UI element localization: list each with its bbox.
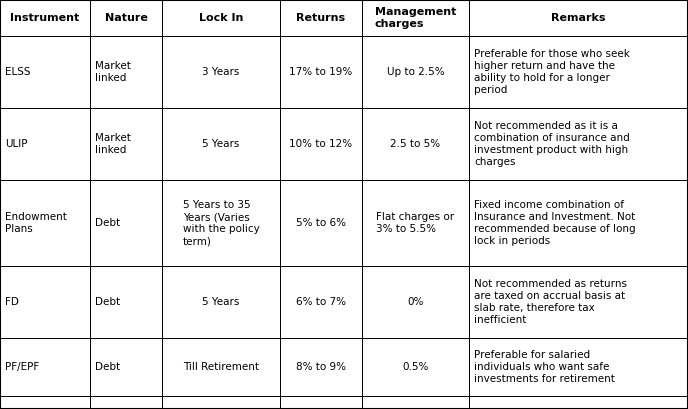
Text: ULIP: ULIP: [5, 139, 28, 149]
Bar: [162, 0, 280, 36]
Bar: [280, 180, 362, 266]
Text: Debt: Debt: [95, 297, 120, 307]
Bar: [280, 266, 362, 338]
Text: Remarks: Remarks: [551, 13, 605, 23]
Text: 0%: 0%: [407, 297, 424, 307]
Text: Preferable for those who seek
higher return and have the
ability to hold for a l: Preferable for those who seek higher ret…: [474, 49, 630, 95]
Text: Debt: Debt: [95, 218, 120, 228]
Text: Lock In: Lock In: [199, 13, 243, 23]
Bar: [0, 338, 90, 396]
Bar: [0, 266, 90, 338]
Text: 6% to 7%: 6% to 7%: [296, 297, 346, 307]
Bar: [0, 36, 90, 108]
Bar: [0, 396, 90, 409]
Bar: [469, 266, 688, 338]
Bar: [162, 36, 280, 108]
Bar: [162, 396, 280, 409]
Bar: [90, 338, 162, 396]
Text: Debt: Debt: [95, 362, 120, 372]
Bar: [280, 0, 362, 36]
Text: Instrument: Instrument: [10, 13, 80, 23]
Text: Returns: Returns: [297, 13, 345, 23]
Text: 10% to 12%: 10% to 12%: [290, 139, 352, 149]
Bar: [469, 338, 688, 396]
Text: Fixed income combination of
Insurance and Investment. Not
recommended because of: Fixed income combination of Insurance an…: [474, 200, 636, 246]
Text: Management
charges: Management charges: [375, 7, 456, 29]
Bar: [162, 266, 280, 338]
Text: 5 Years: 5 Years: [202, 297, 239, 307]
Bar: [90, 266, 162, 338]
Bar: [90, 0, 162, 36]
Bar: [90, 396, 162, 409]
Bar: [469, 36, 688, 108]
Text: Endowment
Plans: Endowment Plans: [5, 212, 67, 234]
Text: PF/EPF: PF/EPF: [5, 362, 39, 372]
Bar: [469, 396, 688, 409]
Bar: [0, 180, 90, 266]
Text: 0.5%: 0.5%: [402, 362, 429, 372]
Bar: [162, 180, 280, 266]
Bar: [362, 108, 469, 180]
Bar: [162, 338, 280, 396]
Text: Market
linked: Market linked: [95, 61, 131, 83]
Bar: [280, 108, 362, 180]
Text: Nature: Nature: [105, 13, 147, 23]
Bar: [0, 108, 90, 180]
Text: 17% to 19%: 17% to 19%: [290, 67, 353, 77]
Text: 5 Years: 5 Years: [202, 139, 239, 149]
Bar: [469, 108, 688, 180]
Bar: [362, 338, 469, 396]
Bar: [90, 180, 162, 266]
Text: Flat charges or
3% to 5.5%: Flat charges or 3% to 5.5%: [376, 212, 455, 234]
Text: 5% to 6%: 5% to 6%: [296, 218, 346, 228]
Bar: [162, 108, 280, 180]
Bar: [362, 396, 469, 409]
Text: 8% to 9%: 8% to 9%: [296, 362, 346, 372]
Bar: [90, 36, 162, 108]
Text: 2.5 to 5%: 2.5 to 5%: [390, 139, 440, 149]
Bar: [280, 338, 362, 396]
Bar: [90, 108, 162, 180]
Text: FD: FD: [5, 297, 19, 307]
Text: ELSS: ELSS: [5, 67, 30, 77]
Text: Not recommended as returns
are taxed on accrual basis at
slab rate, therefore ta: Not recommended as returns are taxed on …: [474, 279, 627, 325]
Text: Preferable for salaried
individuals who want safe
investments for retirement: Preferable for salaried individuals who …: [474, 350, 615, 384]
Text: Not recommended as it is a
combination of insurance and
investment product with : Not recommended as it is a combination o…: [474, 121, 630, 167]
Bar: [362, 180, 469, 266]
Bar: [362, 0, 469, 36]
Text: Till Retirement: Till Retirement: [183, 362, 259, 372]
Text: Up to 2.5%: Up to 2.5%: [387, 67, 444, 77]
Bar: [280, 36, 362, 108]
Text: 5 Years to 35
Years (Varies
with the policy
term): 5 Years to 35 Years (Varies with the pol…: [182, 200, 259, 246]
Bar: [469, 180, 688, 266]
Bar: [469, 0, 688, 36]
Bar: [0, 0, 90, 36]
Text: 3 Years: 3 Years: [202, 67, 239, 77]
Text: Market
linked: Market linked: [95, 133, 131, 155]
Bar: [280, 396, 362, 409]
Bar: [362, 36, 469, 108]
Bar: [362, 266, 469, 338]
